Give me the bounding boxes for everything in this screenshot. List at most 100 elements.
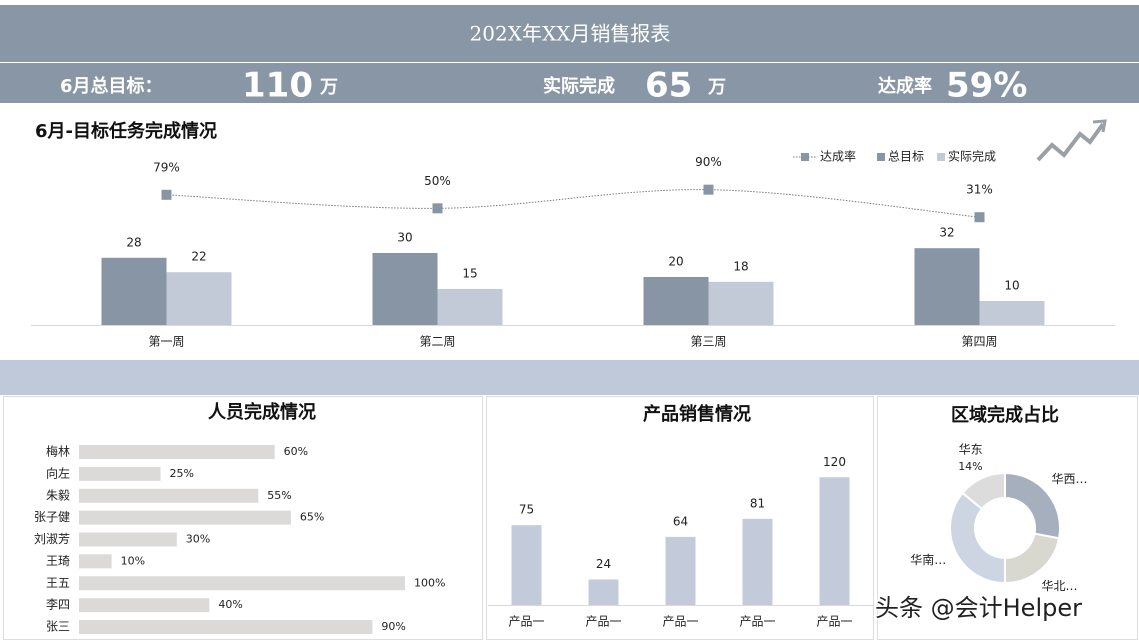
- chart-title: 6月-目标任务完成情况: [35, 120, 217, 142]
- panel: [877, 396, 1138, 640]
- legend-marker: [877, 153, 886, 161]
- bar: [511, 525, 542, 605]
- header-bg: [0, 5, 1139, 62]
- data-label: 30: [397, 231, 412, 245]
- chart-title: 产品销售情况: [643, 403, 751, 425]
- rate-marker: [161, 189, 172, 200]
- data-label: 18: [733, 259, 748, 273]
- y-tick-label: 朱毅: [46, 487, 70, 502]
- bar: [643, 277, 709, 325]
- data-label: 81: [750, 496, 765, 510]
- kpi-label: 实际完成: [543, 75, 615, 97]
- data-label: 40%: [218, 598, 242, 611]
- bar: [372, 253, 438, 325]
- bar: [79, 576, 405, 591]
- data-label: 10: [1004, 279, 1019, 293]
- slice-label: 华南…: [910, 552, 946, 567]
- donut-slice: [1004, 532, 1061, 585]
- bar: [79, 598, 210, 613]
- chart-title: 区域完成占比: [951, 404, 1059, 426]
- data-label: 79%: [153, 160, 180, 174]
- slice-label: 华东: [959, 443, 983, 457]
- data-label: 65%: [300, 511, 324, 524]
- data-label: 120: [823, 455, 846, 469]
- data-label: 10%: [121, 554, 145, 567]
- data-label: 60%: [284, 445, 308, 458]
- data-label: 31%: [966, 183, 993, 197]
- bar: [742, 518, 773, 605]
- data-label: 20: [668, 255, 683, 269]
- data-label: 22: [191, 250, 206, 264]
- banner: [0, 360, 1139, 395]
- bar: [708, 281, 774, 325]
- data-label: 15: [462, 267, 477, 281]
- y-tick-label: 向左: [46, 465, 70, 480]
- x-tick-label: 第一周: [148, 335, 184, 349]
- donut-slice: [961, 471, 1006, 511]
- bar: [166, 272, 232, 325]
- data-label: 100%: [414, 576, 445, 589]
- data-label: 75: [519, 503, 534, 517]
- bar: [79, 466, 161, 481]
- slice-label: 华北…: [1041, 579, 1077, 593]
- x-tick-label: 产品一: [585, 615, 621, 629]
- data-label: 90%: [695, 155, 722, 169]
- bar: [79, 445, 275, 459]
- bar: [79, 488, 259, 503]
- kpi-unit: 万: [319, 77, 338, 98]
- trend-icon: [1092, 119, 1107, 133]
- y-tick-label: 梅林: [46, 444, 70, 459]
- y-tick-label: 王琦: [46, 554, 70, 568]
- legend-marker: [801, 153, 809, 161]
- legend-marker: [937, 153, 946, 161]
- bar: [79, 620, 373, 634]
- kpi-value: 65: [645, 66, 692, 106]
- y-tick-label: 王五: [46, 576, 70, 590]
- panel: [486, 396, 874, 640]
- kpi-bg: [0, 63, 1139, 103]
- slice-label: 华西…: [1052, 472, 1088, 486]
- kpi-unit: 万: [707, 77, 726, 98]
- y-tick-label: 刘淑芳: [34, 532, 70, 546]
- donut-slice: [949, 491, 1006, 585]
- data-label: 55%: [267, 489, 291, 502]
- x-tick-label: 产品一: [508, 615, 544, 629]
- x-tick-label: 产品一: [739, 615, 775, 629]
- x-tick-label: 第二周: [419, 335, 455, 349]
- legend-label: 总目标: [888, 150, 924, 164]
- chart-title: 人员完成情况: [208, 401, 316, 423]
- data-label: 32: [939, 226, 954, 240]
- data-label: 30%: [186, 533, 210, 546]
- kpi-value: 59%: [946, 66, 1027, 106]
- bar: [437, 289, 503, 325]
- kpi-label: 6月总目标：: [60, 75, 163, 97]
- trend-icon: [1036, 122, 1105, 162]
- data-label: 24: [596, 557, 611, 571]
- y-tick-label: 李四: [46, 597, 70, 612]
- rate-marker: [703, 184, 714, 195]
- rate-marker: [432, 203, 443, 214]
- bar: [979, 301, 1045, 325]
- x-tick-label: 第三周: [690, 335, 726, 349]
- x-tick-label: 产品一: [662, 615, 698, 629]
- data-label: 28: [126, 235, 141, 249]
- legend-label: 达成率: [820, 149, 856, 164]
- slice-value: 14%: [958, 460, 982, 473]
- data-label: 90%: [381, 620, 405, 633]
- watermark: 头条 @会计Helper: [875, 594, 1082, 622]
- rate-marker: [974, 212, 985, 223]
- bar: [819, 477, 850, 605]
- data-label: 50%: [424, 174, 451, 188]
- data-label: 25%: [170, 467, 194, 480]
- bar: [79, 554, 112, 569]
- rate-line: [166, 189, 980, 218]
- bar: [101, 257, 167, 325]
- bar: [79, 532, 177, 547]
- bar: [665, 536, 696, 605]
- report-title: 202X年XX月销售报表: [470, 22, 671, 46]
- bar: [588, 579, 619, 605]
- y-tick-label: 张子健: [34, 510, 70, 524]
- x-tick-label: 第四周: [961, 335, 997, 349]
